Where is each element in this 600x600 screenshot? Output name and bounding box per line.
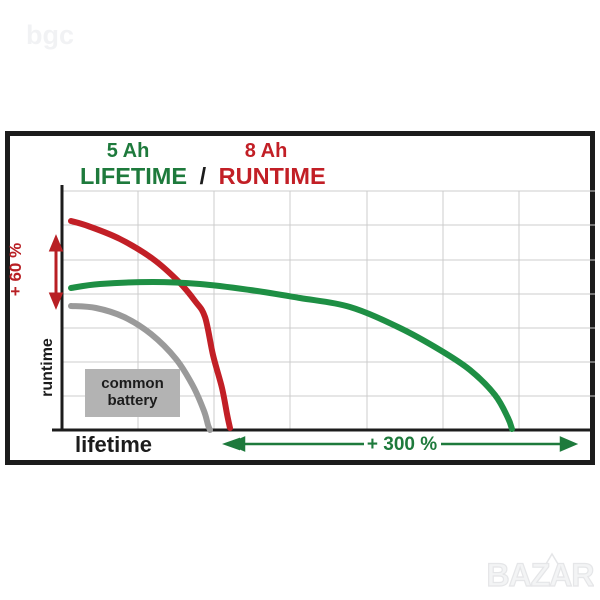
svg-text:BAZAR: BAZAR <box>487 557 594 593</box>
